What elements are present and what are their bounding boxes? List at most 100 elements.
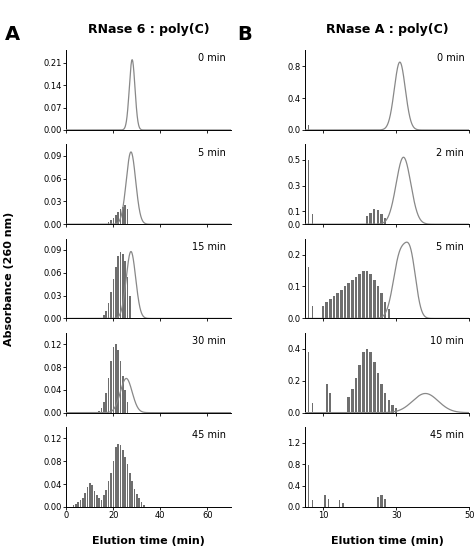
Bar <box>380 384 383 413</box>
Bar <box>112 347 114 413</box>
Bar <box>329 393 331 413</box>
Bar <box>340 290 343 319</box>
Bar <box>75 504 77 507</box>
Bar <box>103 496 105 507</box>
Bar <box>117 212 119 224</box>
Text: Elution time (min): Elution time (min) <box>92 536 205 546</box>
Bar <box>381 495 383 507</box>
Bar <box>377 286 379 319</box>
Bar <box>110 221 112 224</box>
Bar <box>377 497 379 507</box>
Bar <box>365 349 368 413</box>
Bar <box>106 490 107 507</box>
Bar <box>355 277 357 319</box>
Bar <box>127 402 128 413</box>
Bar <box>77 502 79 507</box>
Bar <box>117 256 119 319</box>
Bar <box>112 279 114 319</box>
Text: 45 min: 45 min <box>192 430 226 440</box>
Bar <box>110 292 112 319</box>
Bar <box>370 213 372 224</box>
Bar <box>84 492 86 507</box>
Bar <box>373 361 375 413</box>
Text: A: A <box>5 25 20 44</box>
Bar <box>384 218 386 224</box>
Bar <box>308 465 309 507</box>
Bar <box>326 384 328 413</box>
Bar <box>308 352 309 413</box>
Bar <box>115 344 117 413</box>
Bar <box>119 209 121 224</box>
Bar <box>136 494 137 507</box>
Bar <box>358 273 361 319</box>
Bar <box>312 306 313 319</box>
Text: 30 min: 30 min <box>192 336 226 346</box>
Bar <box>110 473 112 507</box>
Bar <box>312 501 313 507</box>
Text: 2 min: 2 min <box>437 148 465 158</box>
Bar <box>131 481 133 507</box>
Bar <box>329 299 332 319</box>
Bar <box>377 373 379 413</box>
Bar <box>355 378 357 413</box>
Bar <box>369 352 372 413</box>
Bar <box>112 218 114 224</box>
Bar <box>127 209 128 224</box>
Bar <box>351 280 354 319</box>
Text: 5 min: 5 min <box>198 148 226 158</box>
Bar <box>312 214 313 224</box>
Bar <box>122 207 124 224</box>
Bar <box>117 350 119 413</box>
Bar <box>124 457 126 507</box>
Bar <box>381 214 383 224</box>
Bar <box>362 352 365 413</box>
Bar <box>108 378 109 413</box>
Bar <box>373 280 375 319</box>
Bar <box>119 361 121 413</box>
Bar <box>96 496 98 507</box>
Bar <box>395 408 398 413</box>
Bar <box>94 491 95 507</box>
Bar <box>365 271 368 319</box>
Bar <box>384 302 386 319</box>
Bar <box>99 411 100 413</box>
Bar <box>80 500 81 507</box>
Bar <box>127 277 128 319</box>
Text: 10 min: 10 min <box>430 336 465 346</box>
Bar <box>358 365 361 413</box>
Bar <box>308 160 309 224</box>
Bar <box>101 500 102 507</box>
Bar <box>322 306 324 319</box>
Bar <box>377 210 379 224</box>
Bar <box>388 400 390 413</box>
Bar <box>312 403 313 413</box>
Bar <box>369 273 372 319</box>
Bar <box>344 286 346 319</box>
Bar <box>324 495 326 507</box>
Text: RNase A : poly(C): RNase A : poly(C) <box>326 23 448 36</box>
Bar <box>384 499 386 507</box>
Bar <box>328 500 329 507</box>
Bar <box>380 293 383 319</box>
Bar <box>129 296 131 319</box>
Bar <box>342 502 344 507</box>
Bar <box>308 125 309 130</box>
Bar <box>333 296 335 319</box>
Bar <box>347 397 350 413</box>
Text: 0 min: 0 min <box>198 53 226 63</box>
Bar <box>366 217 368 224</box>
Bar <box>384 393 386 413</box>
Bar <box>103 315 105 319</box>
Bar <box>143 505 145 507</box>
Bar <box>87 487 88 507</box>
Bar <box>391 405 394 413</box>
Bar <box>89 483 91 507</box>
Bar <box>141 502 142 507</box>
Bar <box>122 254 124 319</box>
Bar <box>134 488 135 507</box>
Bar <box>122 375 124 413</box>
Text: 5 min: 5 min <box>437 242 465 252</box>
Text: RNase 6 : poly(C): RNase 6 : poly(C) <box>88 23 210 36</box>
Bar <box>91 485 93 507</box>
Bar <box>308 267 309 319</box>
